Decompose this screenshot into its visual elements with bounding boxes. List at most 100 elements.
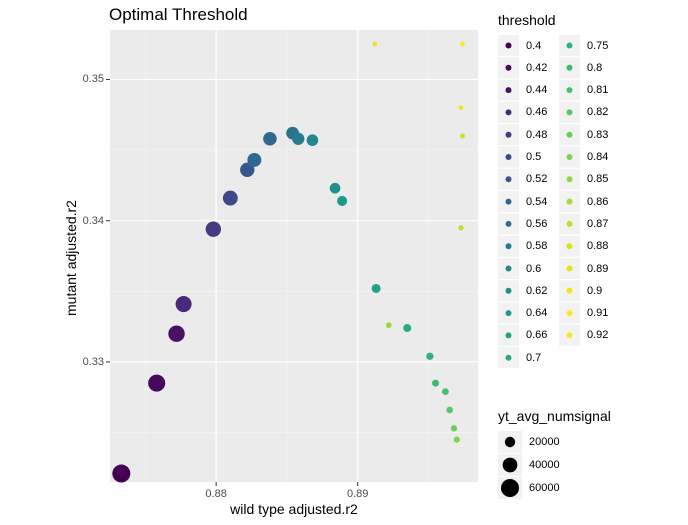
legend-key-swatch xyxy=(505,87,512,94)
y-axis-label: mutant adjusted.r2 xyxy=(63,200,79,316)
size-legend-label: 20000 xyxy=(529,436,560,448)
legend-label: 0.52 xyxy=(526,173,548,186)
legend-key-swatch xyxy=(566,220,573,227)
legend-label: 0.84 xyxy=(587,151,609,163)
data-point xyxy=(458,105,464,111)
legend-label: 0.4 xyxy=(526,39,542,52)
legend-label: 0.58 xyxy=(526,240,548,253)
legend-label: 0.75 xyxy=(587,39,609,52)
data-point xyxy=(403,324,412,333)
legend-key-swatch xyxy=(505,354,512,361)
data-point xyxy=(205,221,222,237)
legend-label: 0.87 xyxy=(587,217,609,230)
legend-key-swatch xyxy=(505,154,512,160)
legend-label: 0.62 xyxy=(526,284,548,297)
data-point xyxy=(426,352,434,360)
size-legend-title: yt_avg_numsignal xyxy=(498,408,611,424)
legend-label: 0.9 xyxy=(587,284,603,297)
legend-label: 0.6 xyxy=(526,262,542,275)
data-point xyxy=(371,283,381,293)
data-points xyxy=(112,41,465,483)
data-point xyxy=(168,325,185,342)
legend-key-swatch xyxy=(505,64,512,71)
legend-key-swatch xyxy=(566,42,573,49)
legend-key-swatch xyxy=(566,109,573,116)
legend-label: 0.42 xyxy=(526,61,548,74)
size-legend-swatch xyxy=(502,457,518,473)
legend-key-swatch xyxy=(505,109,512,116)
legend-label: 0.48 xyxy=(526,128,548,141)
x-tick-label: 0.89 xyxy=(346,488,369,500)
data-point xyxy=(247,152,262,167)
x-axis-label: wild type adjusted.r2 xyxy=(230,501,358,517)
legend-key-swatch xyxy=(505,220,512,227)
legend-label: 0.66 xyxy=(526,329,548,342)
data-point xyxy=(112,464,131,483)
legend-keys xyxy=(498,35,580,499)
data-point xyxy=(337,195,348,206)
legend-key-swatch xyxy=(566,154,573,160)
legend-key-swatch xyxy=(505,42,512,49)
legend-label: 0.83 xyxy=(587,128,609,141)
legend-label: 0.7 xyxy=(526,351,542,364)
data-point xyxy=(175,295,192,313)
y-tick-label: 0.35 xyxy=(82,73,104,86)
legend-label: 0.56 xyxy=(526,217,548,230)
legend-label: 0.92 xyxy=(587,329,609,342)
legend-label: 0.64 xyxy=(526,307,548,320)
size-legend-swatch xyxy=(501,479,519,497)
y-tick-label: 0.34 xyxy=(82,214,104,227)
legend-key-swatch xyxy=(566,198,573,205)
data-point xyxy=(450,425,458,432)
legend-key-swatch xyxy=(505,287,512,294)
legend-key-swatch xyxy=(566,131,573,138)
legend-key-swatch xyxy=(505,332,512,339)
legend-key-swatch xyxy=(566,87,573,94)
y-tick-label: 0.33 xyxy=(82,355,104,368)
legend-label: 0.54 xyxy=(526,195,548,208)
data-point xyxy=(372,41,378,47)
data-point xyxy=(458,225,464,231)
legend-key-swatch xyxy=(505,176,512,183)
grid-lines xyxy=(106,30,478,486)
data-point xyxy=(148,374,166,392)
chart-title: Optimal Threshold xyxy=(109,5,248,24)
legend-key-swatch xyxy=(505,265,512,272)
legend-key-swatch xyxy=(566,265,573,272)
data-point xyxy=(306,134,319,146)
legend-label: 0.86 xyxy=(587,195,609,208)
legend-label: 0.89 xyxy=(587,262,609,275)
size-legend-label: 60000 xyxy=(529,482,560,494)
legend-key-swatch xyxy=(505,243,512,250)
legend-key-swatch xyxy=(566,287,573,294)
data-point xyxy=(222,190,238,206)
legend-key-swatch xyxy=(566,64,573,71)
data-point xyxy=(432,379,440,387)
data-point xyxy=(459,133,465,139)
legend-label: 0.91 xyxy=(587,307,609,320)
legend-label: 0.81 xyxy=(587,84,609,97)
legend-label: 0.82 xyxy=(587,106,609,119)
legend-key-swatch xyxy=(566,332,573,339)
legend-key-swatch xyxy=(505,198,512,205)
legend-label: 0.88 xyxy=(587,240,609,253)
data-point xyxy=(442,388,449,395)
color-legend-title: threshold xyxy=(498,12,556,28)
legend-label: 0.44 xyxy=(526,84,548,97)
data-point xyxy=(460,41,465,47)
x-tick-label: 0.88 xyxy=(205,488,227,500)
legend-key-swatch xyxy=(566,310,573,317)
plot-panel xyxy=(110,30,478,482)
legend-key-swatch xyxy=(566,176,573,183)
size-legend-label: 40000 xyxy=(529,459,560,471)
data-point xyxy=(240,162,255,177)
legend-label: 0.85 xyxy=(587,173,609,186)
data-point xyxy=(292,132,305,145)
data-point xyxy=(446,406,453,414)
data-point xyxy=(263,131,277,146)
data-point xyxy=(329,182,341,194)
legend-label: 0.8 xyxy=(587,61,603,74)
legend-label: 0.5 xyxy=(526,151,542,163)
legend-key-swatch xyxy=(566,243,573,250)
